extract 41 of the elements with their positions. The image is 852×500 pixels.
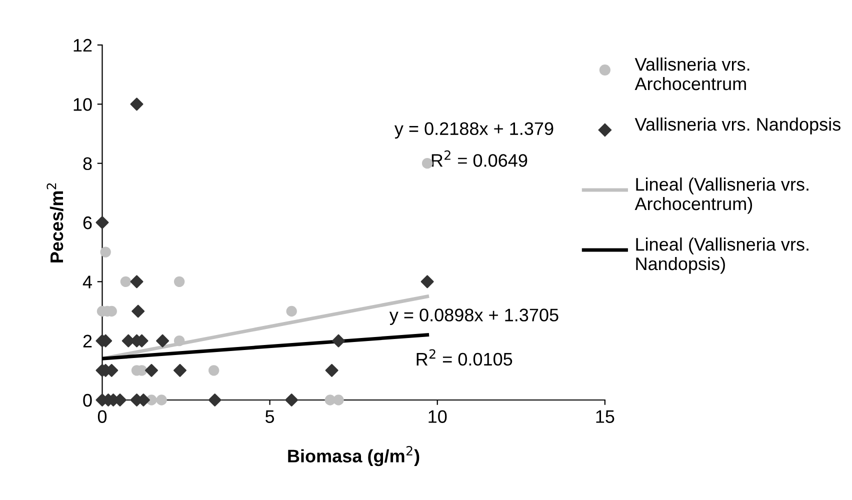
point <box>130 275 144 288</box>
point <box>132 304 145 318</box>
y-tick-label: 6 <box>83 216 92 230</box>
x-tick-label: 10 <box>428 410 447 423</box>
annotation: y = 0.0898x + 1.3705 <box>389 308 558 325</box>
y-tick-label: 10 <box>74 98 92 111</box>
y-tick-label: 12 <box>74 38 92 52</box>
point <box>120 276 132 288</box>
point <box>174 335 185 346</box>
annotation: R$^{2}$ = 0.0649 <box>432 150 528 167</box>
point <box>285 393 298 407</box>
y-axis-title: Peces/m$^{2}$ <box>46 183 64 262</box>
x-tick-label: 0 <box>98 410 107 423</box>
point <box>333 394 344 406</box>
legend-label: Vallisneria vrs. Archocentrum <box>634 58 750 90</box>
point <box>208 393 222 407</box>
point <box>130 98 144 111</box>
legend-label: Vallisneria vrs. Nandopsis <box>634 118 840 134</box>
y-tick-label: 0 <box>83 394 92 407</box>
point <box>208 365 220 376</box>
point <box>174 276 185 288</box>
point <box>173 364 186 377</box>
point <box>286 306 297 317</box>
point <box>96 216 109 230</box>
annotation: y = 0.2188x + 1.379 <box>394 122 554 139</box>
point <box>325 364 338 377</box>
x-axis-title: Biomasa (g/m$^{2}$) <box>288 446 420 466</box>
legend-label: Lineal (Vallisneria vrs. Nandopsis) <box>636 238 808 274</box>
point <box>156 394 167 406</box>
point <box>100 246 111 258</box>
point <box>156 334 170 348</box>
y-tick-label: 2 <box>83 334 92 348</box>
point <box>145 364 158 377</box>
x-tick-label: 15 <box>596 410 614 423</box>
y-tick-label: 4 <box>82 276 92 288</box>
legend-label: Lineal (Vallisneria vrs. Archocentrum) <box>634 178 808 214</box>
point <box>420 275 434 288</box>
y-tick-label: 8 <box>83 157 92 170</box>
x-tick-label: 5 <box>266 410 274 423</box>
point <box>332 334 346 348</box>
annotation: R$^{2}$ = 0.0105 <box>416 349 512 366</box>
